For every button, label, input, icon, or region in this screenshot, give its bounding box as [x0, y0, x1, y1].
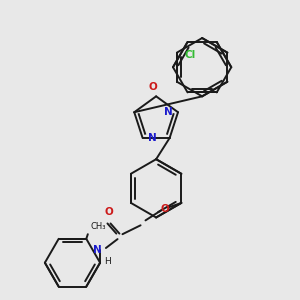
Text: H: H [104, 256, 110, 266]
Text: O: O [105, 207, 114, 217]
Text: N: N [93, 245, 102, 255]
Text: O: O [160, 204, 169, 214]
Text: N: N [148, 133, 157, 143]
Text: Cl: Cl [184, 50, 196, 60]
Text: O: O [149, 82, 158, 92]
Text: CH₃: CH₃ [91, 222, 106, 231]
Text: N: N [164, 107, 172, 117]
